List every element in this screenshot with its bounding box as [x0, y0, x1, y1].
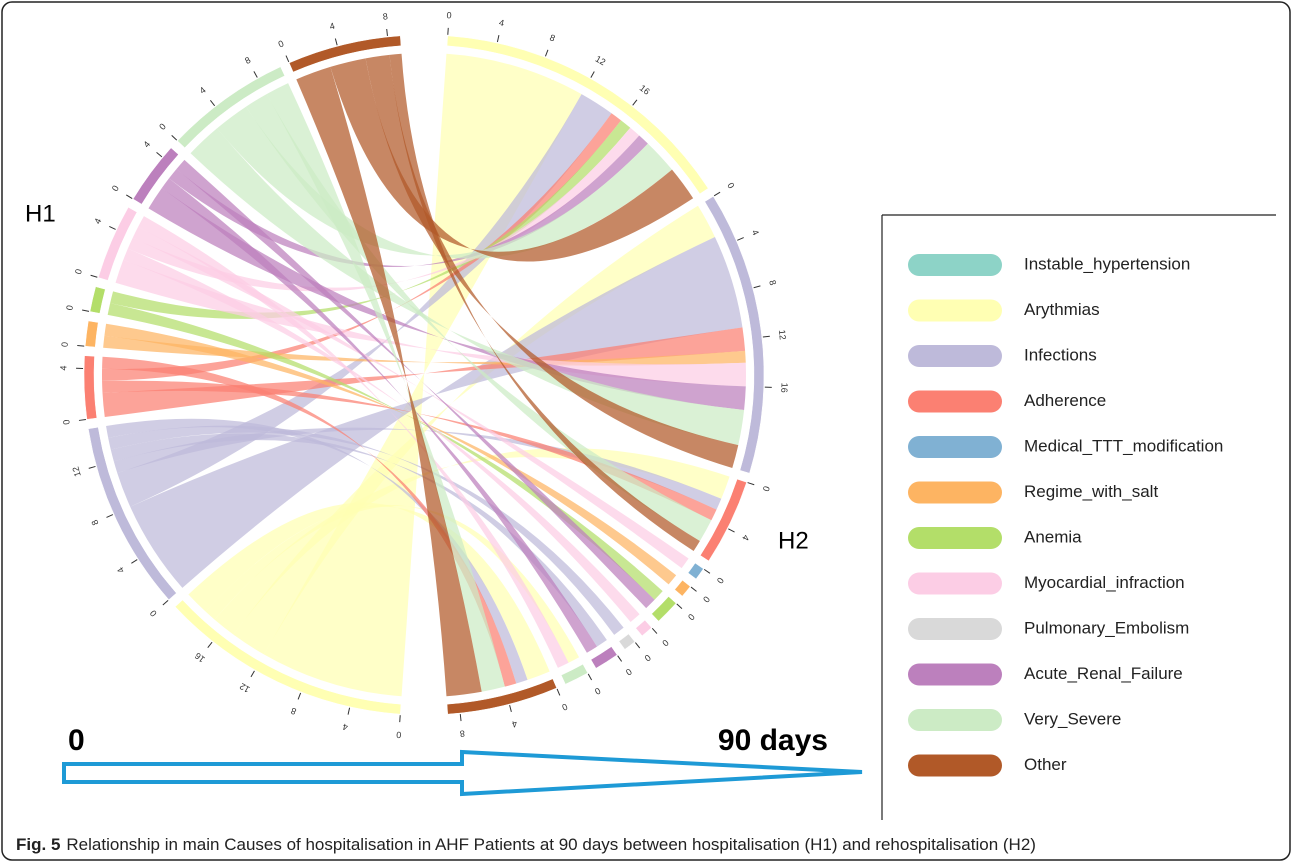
time-start: 0 — [68, 724, 85, 757]
legend-swatch — [908, 755, 1002, 777]
legend-label: Pulmonary_Embolism — [1024, 618, 1189, 637]
legend-label: Infections — [1024, 345, 1097, 364]
legend-label: Adherence — [1024, 391, 1106, 410]
caption-label: Fig. 5 — [16, 835, 60, 854]
legend-label: Myocardial_infraction — [1024, 573, 1185, 592]
caption-text: Relationship in main Causes of hospitali… — [66, 835, 1036, 854]
legend-label: Other — [1024, 755, 1067, 774]
arc-tick — [77, 346, 84, 347]
arc-tick-label: 8 — [382, 11, 388, 21]
legend-swatch — [908, 391, 1002, 413]
legend-label: Arythmias — [1024, 300, 1100, 319]
legend-swatch — [908, 345, 1002, 367]
legend-swatch — [908, 573, 1002, 595]
legend-swatch — [908, 709, 1002, 731]
side-label-h1: H1 — [25, 200, 56, 227]
legend-label: Medical_TTT_modification — [1024, 436, 1223, 455]
legend-swatch — [908, 618, 1002, 640]
arc-tick-label: 0 — [59, 342, 69, 348]
legend-swatch — [908, 527, 1002, 549]
arc-tick-label: 8 — [459, 728, 465, 738]
legend-label: Acute_Renal_Failure — [1024, 664, 1183, 683]
legend-swatch — [908, 436, 1002, 458]
legend-label: Very_Severe — [1024, 709, 1121, 728]
arc-tick-label: 4 — [58, 365, 68, 370]
legend-label: Regime_with_salt — [1024, 482, 1158, 501]
legend-swatch — [908, 482, 1002, 504]
arc-tick-label: 0 — [396, 730, 402, 740]
legend-swatch — [908, 254, 1002, 276]
caption: Fig. 5 Relationship in main Causes of hos… — [16, 835, 1036, 854]
arc-tick-label: 16 — [779, 383, 789, 393]
time-end: 90 days — [718, 724, 828, 757]
legend-swatch — [908, 300, 1002, 322]
legend-label: Instable_hypertension — [1024, 254, 1190, 273]
legend-label: Anemia — [1024, 527, 1082, 546]
arc-tick-label: 12 — [777, 329, 788, 340]
arc-tick-label: 0 — [446, 10, 452, 20]
legend-swatch — [908, 664, 1002, 686]
side-label-h2: H2 — [778, 527, 809, 554]
